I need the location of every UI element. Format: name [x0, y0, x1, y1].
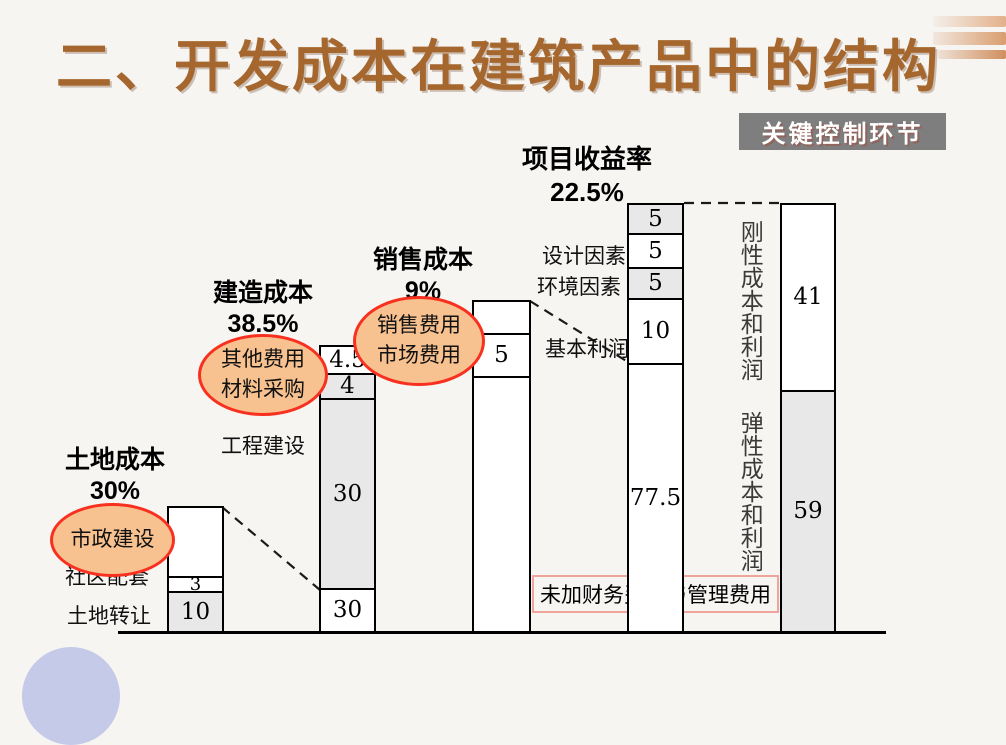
ellipse-label: 材料采购: [221, 378, 305, 401]
annotation-rigid-cost-profit: 刚性成本和利润: [737, 220, 764, 381]
bar-segment: 10: [167, 591, 224, 633]
highlight-ellipse-sales-market: 销售费用 市场费用: [353, 296, 485, 386]
highlight-ellipse-other-materials: 其他费用 材料采购: [198, 334, 328, 416]
segment-value: 59: [793, 498, 823, 524]
highlight-ellipse-municipal: 市政建设: [50, 503, 175, 577]
label-engineering: 工程建设: [221, 435, 305, 458]
group-header-text: 销售成本: [372, 246, 473, 274]
segment-value: 77.5: [629, 484, 682, 511]
label-environment-factor: 环境因素: [537, 276, 621, 299]
group-header-pct: 30%: [89, 477, 141, 506]
dashed-connector: [221, 506, 321, 591]
segment-value: 5: [494, 342, 509, 368]
label-design-factor: 设计因素: [542, 245, 626, 268]
segment-value: 30: [332, 480, 363, 507]
group-header-text: 建造成本: [212, 279, 313, 307]
decor-stripe-icon: [938, 50, 1006, 59]
segment-value: 5: [648, 237, 663, 264]
ellipse-label: 市政建设: [70, 527, 155, 551]
segment-value: 5: [648, 205, 663, 232]
ellipse-label: 其他费用: [221, 347, 305, 371]
group-header-pct: 22.5%: [550, 176, 624, 207]
annotation-flexible-cost-profit: 弹性成本和利润: [737, 411, 764, 572]
ellipse-label: 销售费用: [377, 313, 461, 337]
bar-segment: 5: [627, 267, 684, 300]
label-base-profit: 基本利润: [545, 338, 629, 361]
bar-segment: 59: [780, 390, 836, 633]
page-title: 二、开发成本在建筑产品中的结构: [56, 35, 941, 98]
segment-value: 30: [332, 597, 363, 623]
label-land-transfer: 土地转让: [67, 605, 151, 628]
segment-value: 10: [640, 318, 671, 344]
bar-segment: [167, 506, 224, 578]
bar-segment: 41: [780, 203, 836, 392]
bar-segment: 30: [319, 588, 376, 633]
decor-stripe-icon: [933, 32, 1006, 45]
bar-construction-cost: 4.5 4 30 30: [319, 345, 376, 633]
ellipse-label: 市场费用: [377, 344, 461, 367]
bar-total-split: 41 59: [780, 203, 836, 633]
bar-segment: [472, 376, 531, 633]
segment-value: 5: [648, 270, 663, 296]
bar-segment: 10: [627, 298, 684, 365]
bar-segment: 5: [627, 233, 684, 269]
group-header-profit: 项目收益率 22.5%: [503, 143, 671, 208]
bar-segment: 5: [627, 203, 684, 235]
group-header-land: 土地成本 30%: [40, 445, 190, 508]
group-header-text: 项目收益率: [521, 144, 652, 174]
x-axis-line: [118, 631, 886, 634]
bar-segment: 30: [319, 398, 376, 590]
bar-segment: 77.5: [627, 363, 684, 633]
decor-circle-icon: [22, 647, 120, 745]
segment-value: 3: [189, 573, 202, 595]
group-header-pct: 38.5%: [227, 310, 299, 339]
bar-land-cost: 3 10: [167, 506, 224, 633]
segment-value: 41: [793, 284, 823, 310]
segment-value: 4: [340, 373, 355, 399]
segment-value: 10: [180, 598, 211, 625]
bar-project-profit: 5 5 5 10 77.5: [627, 203, 684, 633]
group-header-text: 土地成本: [64, 446, 165, 474]
key-control-badge: 关键控制环节: [739, 113, 946, 150]
decor-stripe-icon: [933, 16, 1006, 27]
group-header-construction: 建造成本 38.5%: [188, 278, 338, 341]
